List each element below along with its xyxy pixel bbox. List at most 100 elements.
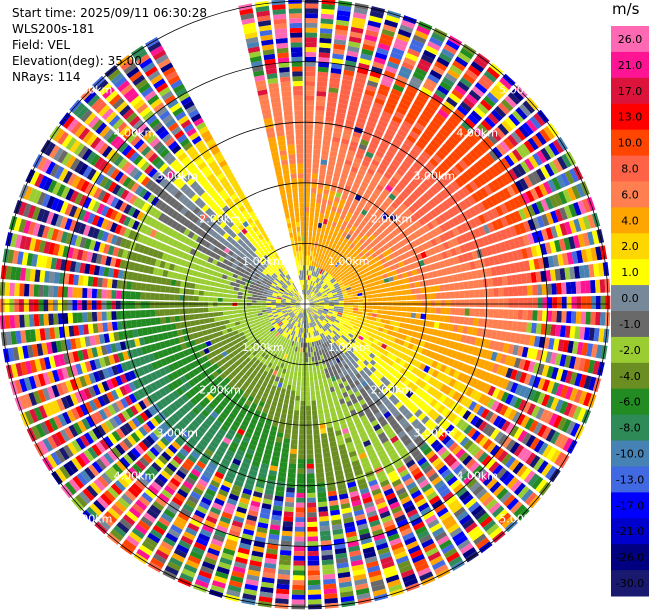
radar-gate <box>228 381 235 389</box>
radar-gate <box>495 218 504 229</box>
radar-gate <box>487 222 495 233</box>
radar-gate <box>352 277 358 283</box>
radar-gate <box>316 319 320 324</box>
radar-gate <box>299 323 302 328</box>
radar-gate <box>311 173 318 179</box>
radar-gate <box>137 366 146 377</box>
radar-gate <box>139 544 153 556</box>
radar-gate <box>327 312 333 316</box>
radar-gate <box>152 500 165 512</box>
radar-gate <box>323 234 328 240</box>
radar-gate <box>364 125 375 133</box>
radar-gate <box>291 308 297 311</box>
radar-gate <box>383 236 391 243</box>
radar-gate <box>359 244 365 251</box>
radar-gate <box>176 387 184 396</box>
radar-gate <box>342 340 348 346</box>
radar-gate <box>443 43 458 55</box>
radar-gate <box>308 352 311 358</box>
radar-gate <box>352 369 359 376</box>
radar-gate <box>280 362 285 369</box>
radar-gate <box>150 371 158 381</box>
radar-gate <box>99 438 110 451</box>
radar-gate <box>275 318 281 323</box>
radar-gate <box>169 557 183 568</box>
radar-gate <box>250 555 263 563</box>
radar-gate <box>217 445 227 454</box>
radar-gate <box>338 304 344 307</box>
radar-gate <box>187 522 200 532</box>
radar-gate <box>309 270 313 276</box>
radar-gate <box>326 170 334 176</box>
radar-gate <box>297 332 301 338</box>
radar-gate <box>441 347 449 356</box>
radar-gate <box>315 290 320 294</box>
radar-gate <box>367 305 373 309</box>
radar-gate <box>276 588 290 595</box>
radar-gate <box>464 497 477 509</box>
radar-gate <box>443 356 451 365</box>
radar-gate <box>305 245 308 251</box>
radar-gate <box>264 342 270 348</box>
radar-gate <box>323 347 328 354</box>
radar-gate <box>240 492 251 500</box>
radar-gate <box>385 345 392 352</box>
radar-gate <box>207 511 220 520</box>
radar-gate <box>451 88 464 100</box>
radar-gate <box>226 498 238 506</box>
radar-gate <box>149 432 159 442</box>
radar-gate <box>367 80 379 88</box>
radar-gate <box>72 475 85 489</box>
radar-gate <box>322 320 327 325</box>
radar-gate <box>382 297 388 302</box>
radar-gate <box>219 346 226 353</box>
radar-gate <box>513 504 527 518</box>
radar-gate <box>306 487 316 494</box>
radar-gate <box>259 437 267 444</box>
radar-gate <box>440 161 450 172</box>
radar-gate <box>516 163 527 176</box>
radar-gate <box>385 319 391 325</box>
radar-gate <box>504 201 513 213</box>
radar-gate <box>231 396 239 404</box>
radar-gate <box>307 295 310 300</box>
radar-gate <box>459 543 474 555</box>
radar-gate <box>445 307 451 315</box>
radar-gate <box>254 359 261 366</box>
radar-gate <box>245 519 257 527</box>
radar-gate <box>423 405 433 415</box>
radar-gate <box>365 188 373 196</box>
radar-gate <box>134 429 145 440</box>
radar-gate <box>404 399 412 408</box>
radar-gate <box>370 579 385 588</box>
radar-gate <box>146 420 156 431</box>
radar-gate <box>404 411 414 420</box>
radar-gate <box>554 224 563 238</box>
radar-gate <box>371 176 380 184</box>
radar-gate <box>251 460 261 468</box>
radar-gate <box>337 331 343 337</box>
radar-gate <box>368 415 377 423</box>
radar-gate <box>469 299 475 307</box>
radar-gate <box>92 397 102 410</box>
radar-gate <box>536 150 547 164</box>
radar-gate <box>435 371 444 381</box>
radar-gate <box>271 335 277 341</box>
radar-gate <box>404 283 411 289</box>
radar-gate <box>454 535 468 547</box>
radar-gate <box>324 214 330 220</box>
radar-gate <box>342 74 354 82</box>
radar-gate <box>201 409 210 418</box>
radar-gate <box>328 350 333 357</box>
radar-gate <box>134 523 148 536</box>
radar-gate <box>302 347 305 353</box>
radar-gate <box>560 369 569 383</box>
radar-gate <box>100 422 111 434</box>
radar-gate <box>235 353 242 360</box>
radar-gate <box>531 322 537 334</box>
radar-gate <box>448 378 457 388</box>
radar-gate <box>459 47 474 60</box>
radar-gate <box>392 306 398 311</box>
radar-gate <box>339 284 345 288</box>
radar-gate <box>519 372 528 384</box>
